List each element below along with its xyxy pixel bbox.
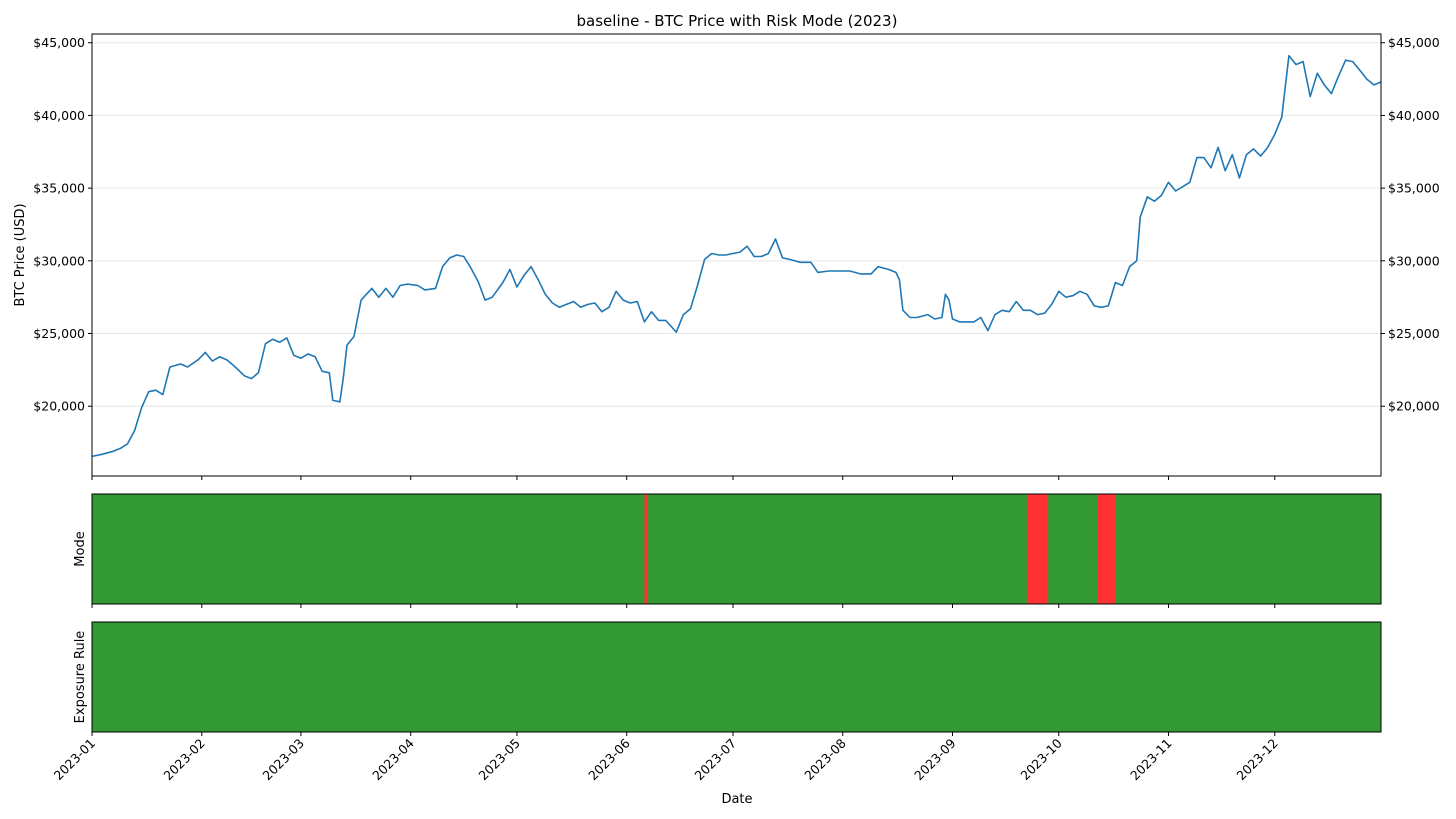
x-tick-labels: 2023-01 2023-02 2023-03 2023-04 2023-05 2023-… bbox=[51, 735, 1281, 783]
y-tick-label-right: $40,000 bbox=[1388, 108, 1440, 123]
x-tick-label: 2023-12 bbox=[1233, 736, 1281, 784]
chart-title: baseline - BTC Price with Risk Mode (202… bbox=[577, 12, 898, 30]
price-panel-frame bbox=[91, 33, 1382, 477]
y-tick-label-right: $45,000 bbox=[1388, 35, 1440, 50]
x-tick-label: 2023-10 bbox=[1017, 735, 1065, 783]
x-tick-label: 2023-04 bbox=[369, 735, 417, 783]
mode-risk-on-band bbox=[92, 494, 1381, 604]
exposure-x-tick-marks bbox=[91, 732, 1276, 736]
x-tick-label: 2023-02 bbox=[160, 736, 208, 784]
x-tick-label: 2023-07 bbox=[692, 736, 740, 784]
price-series-line bbox=[91, 54, 1382, 458]
y-tick-label-left: $25,000 bbox=[33, 326, 85, 341]
price-y-ticks-left: $20,000 $25,000 $30,000 $35,000 $40,000 $45,0… bbox=[33, 35, 92, 414]
x-tick-label: 2023-06 bbox=[585, 735, 633, 783]
mode-risk-off-band bbox=[1026, 494, 1049, 604]
price-x-tick-marks bbox=[91, 476, 1276, 480]
y-tick-label-right: $30,000 bbox=[1388, 253, 1440, 268]
mode-risk-off-band bbox=[644, 494, 648, 604]
mode-panel: Mode bbox=[73, 493, 1382, 608]
y-tick-label-right: $35,000 bbox=[1388, 181, 1440, 196]
price-y-ticks-right: $20,000 $25,000 $30,000 $35,000 $40,000 $45,0… bbox=[1381, 35, 1440, 414]
x-tick-label: 2023-01 bbox=[51, 736, 99, 784]
y-tick-label-left: $30,000 bbox=[33, 253, 85, 268]
exposure-y-axis-label: Exposure Rule bbox=[73, 631, 88, 724]
x-tick-label: 2023-03 bbox=[260, 736, 308, 784]
mode-y-axis-label: Mode bbox=[73, 531, 88, 566]
y-tick-label-left: $20,000 bbox=[33, 399, 85, 414]
price-panel: $20,000 $25,000 $30,000 $35,000 $40,000 $45,0… bbox=[13, 33, 1440, 480]
x-tick-label: 2023-05 bbox=[476, 736, 524, 784]
x-tick-label: 2023-08 bbox=[801, 735, 849, 783]
x-tick-label: 2023-11 bbox=[1127, 736, 1175, 784]
y-tick-label-left: $35,000 bbox=[33, 181, 85, 196]
y-tick-label-left: $40,000 bbox=[33, 108, 85, 123]
price-gridlines bbox=[92, 42, 1381, 407]
exposure-panel: Exposure Rule bbox=[73, 621, 1382, 736]
mode-band-layer bbox=[92, 494, 1381, 604]
mode-x-tick-marks bbox=[91, 604, 1276, 608]
mode-risk-off-band bbox=[1097, 494, 1116, 604]
price-y-axis-label: BTC Price (USD) bbox=[13, 203, 28, 306]
price-line-layer bbox=[91, 54, 1382, 458]
y-tick-label-right: $20,000 bbox=[1388, 399, 1440, 414]
y-tick-label-right: $25,000 bbox=[1388, 326, 1440, 341]
x-tick-label: 2023-09 bbox=[911, 735, 959, 783]
y-tick-label-left: $45,000 bbox=[33, 35, 85, 50]
mode-panel-frame bbox=[91, 493, 1382, 605]
x-axis-label: Date bbox=[721, 792, 752, 807]
exposure-panel-frame bbox=[91, 621, 1382, 733]
exposure-band-layer bbox=[92, 622, 1381, 732]
exposure-risk-on-band bbox=[92, 622, 1381, 732]
